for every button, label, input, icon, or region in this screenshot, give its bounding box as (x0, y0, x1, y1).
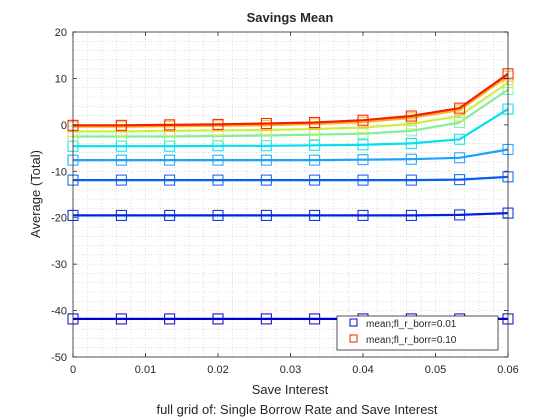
y-tick-label: 0 (61, 120, 67, 132)
series-8-point (309, 117, 321, 129)
series-8-point (405, 110, 417, 122)
series-2-point (454, 174, 466, 186)
x-tick-label: 0.05 (425, 364, 446, 376)
series-8-point (164, 119, 176, 131)
series-line-6 (73, 81, 509, 133)
series-8-point (357, 114, 369, 126)
series-2-point (212, 174, 224, 186)
series-5-point (454, 117, 466, 129)
series-1-point (115, 209, 127, 221)
legend-marker-0 (349, 318, 358, 327)
series-8-point (454, 102, 466, 114)
y-tick-label: -40 (51, 306, 67, 318)
grid (73, 32, 508, 357)
series-2 (67, 171, 514, 186)
series-1-point (260, 209, 272, 221)
series-8-point (260, 117, 272, 129)
series-2-point (164, 174, 176, 186)
series-2-point (357, 174, 369, 186)
series-0-point (309, 313, 321, 325)
series-line-7 (73, 75, 509, 128)
legend-label-1: mean;fl_r_borr=0.10 (366, 335, 457, 346)
series-1-point (454, 209, 466, 221)
series-3-point (405, 153, 417, 165)
series-4-point (357, 139, 369, 151)
series-0-point (260, 313, 272, 325)
series-2-point (115, 174, 127, 186)
series-2-point (309, 174, 321, 186)
series-3-point (357, 154, 369, 166)
x-tick-label: 0.02 (207, 364, 228, 376)
y-tick-label: -20 (51, 213, 67, 225)
series-8-point (212, 118, 224, 130)
x-tick-label: 0.03 (280, 364, 301, 376)
legend-box (336, 315, 499, 351)
series-3-point (454, 152, 466, 164)
legend: mean;fl_r_borr=0.01 mean;fl_r_borr=0.10 (336, 315, 499, 351)
series-4-point (405, 137, 417, 149)
series-line-1 (73, 212, 509, 217)
series-0-point (212, 313, 224, 325)
series-line-3 (73, 148, 509, 162)
series-2-point (405, 174, 417, 186)
series-1-point (164, 209, 176, 221)
series-line-5 (73, 88, 509, 138)
series-3-point (164, 154, 176, 166)
ticks: 0 0.01 0.02 0.03 0.04 0.05 0.06 20 10 0 -10 -20 -30 -… (51, 27, 519, 376)
series-3-point (212, 154, 224, 166)
series-3-point (115, 154, 127, 166)
y-axis-label: Average (Total) (28, 150, 43, 238)
y-tick-label: -10 (51, 166, 67, 178)
series-3-point (260, 154, 272, 166)
series-4-point (454, 133, 466, 145)
series-1 (67, 207, 514, 221)
series-3-point (309, 154, 321, 166)
y-tick-label: 10 (55, 73, 67, 85)
chart-caption: full grid of: Single Borrow Rate and Sav… (156, 402, 437, 417)
series-0-point (164, 313, 176, 325)
series-group (67, 68, 514, 325)
x-tick-label: 0.01 (135, 364, 156, 376)
y-tick-label: 20 (55, 27, 67, 39)
chart-title: Savings Mean (247, 10, 334, 25)
legend-label-0: mean;fl_r_borr=0.01 (366, 319, 457, 330)
series-5-point (405, 125, 417, 137)
series-line-8 (73, 72, 509, 127)
legend-marker-1 (349, 334, 358, 343)
x-tick-label: 0.04 (352, 364, 373, 376)
series-line-2 (73, 175, 509, 182)
series-1-point (212, 209, 224, 221)
series-1-point (309, 209, 321, 221)
y-tick-label: -30 (51, 259, 67, 271)
series-8 (67, 68, 514, 131)
series-1-point (357, 209, 369, 221)
x-tick-label: 0.06 (497, 364, 518, 376)
series-0-point (115, 313, 127, 325)
series-2-point (260, 174, 272, 186)
series-4-point (309, 139, 321, 151)
x-tick-label: 0 (70, 364, 76, 376)
x-axis-label: Save Interest (252, 382, 329, 397)
series-1-point (405, 209, 417, 221)
series-line-4 (73, 108, 509, 148)
y-tick-label: -50 (51, 352, 67, 364)
series-8-point (115, 119, 127, 131)
